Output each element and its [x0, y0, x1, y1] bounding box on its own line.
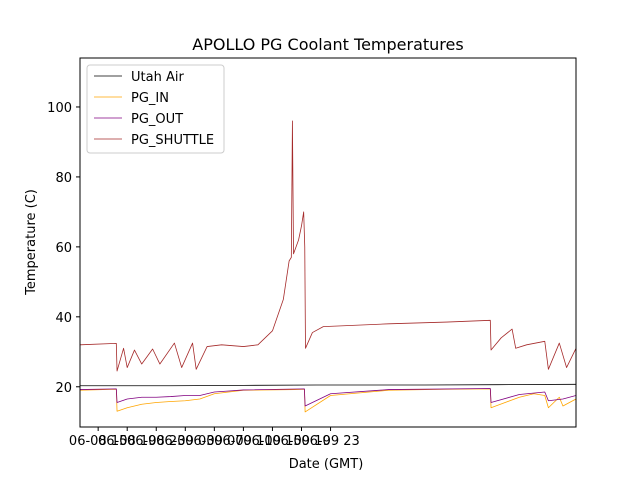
- y-tick-label: 40: [55, 311, 72, 326]
- x-tick-label: 06-09 23: [301, 434, 359, 449]
- x-axis-label: Date (GMT): [289, 457, 364, 472]
- plot-frame: [79, 57, 577, 428]
- legend-label-pg-in: PG_IN: [131, 91, 169, 106]
- y-tick-label: 60: [55, 241, 72, 256]
- series-line-utah-air: [80, 383, 576, 387]
- legend-label-utah-air: Utah Air: [131, 70, 184, 85]
- x-tick-label: 06-09 19: [272, 434, 330, 449]
- x-tick-label: 06-09 15: [243, 434, 301, 449]
- legend: Utah Air PG_IN PG_OUT PG_SHUTTLE: [86, 64, 225, 154]
- x-tick-label: 06-08 19: [98, 434, 156, 449]
- series-layer: [80, 120, 576, 413]
- y-tick-label: 100: [47, 101, 72, 116]
- y-axis-ticks: 20 40 60 80 100: [47, 101, 80, 396]
- legend-box: [86, 64, 225, 154]
- y-axis-label: Temperature (C): [24, 189, 39, 296]
- x-tick-label: 06-08 23: [127, 434, 185, 449]
- series-line-pg-shuttle: [80, 120, 576, 372]
- x-tick-label: 06-09 07: [185, 434, 243, 449]
- x-tick-label: 06-09 03: [156, 434, 214, 449]
- chart-title: APOLLO PG Coolant Temperatures: [192, 35, 463, 54]
- x-tick-label: 06-08 15: [69, 434, 127, 449]
- y-tick-label: 20: [55, 381, 72, 396]
- legend-label-pg-shuttle: PG_SHUTTLE: [131, 133, 214, 148]
- y-tick-label: 80: [55, 171, 72, 186]
- series-line-pg-out: [80, 388, 576, 407]
- x-tick-label: 06-09 11: [214, 434, 272, 449]
- legend-label-pg-out: PG_OUT: [131, 112, 183, 127]
